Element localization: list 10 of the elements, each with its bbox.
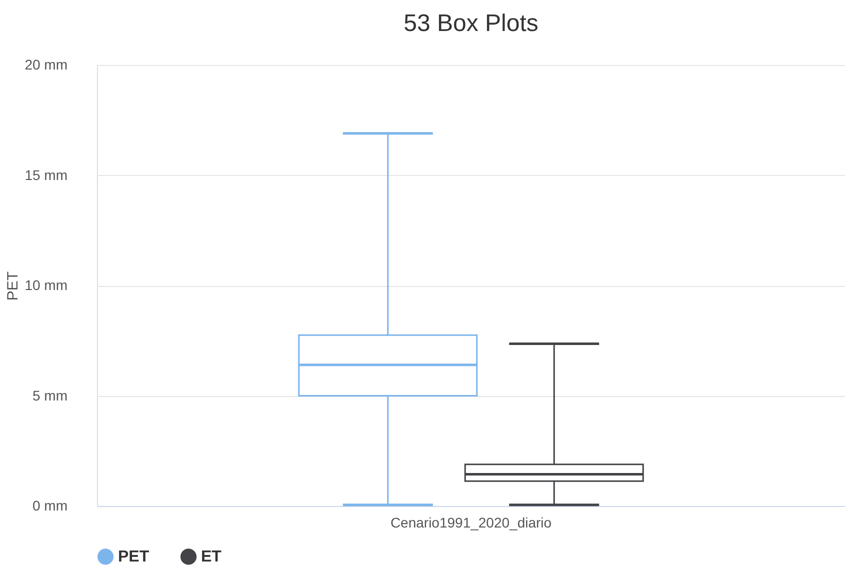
chart-title: 53 Box Plots (404, 10, 538, 37)
y-tick-label: 15 mm (24, 166, 68, 183)
legend-label: ET (201, 548, 222, 566)
y-tick-label: 0 mm (32, 498, 68, 514)
y-tick-label: 20 mm (24, 56, 68, 72)
y-tick-label: 10 mm (24, 277, 68, 293)
y-tick-label: 5 mm (32, 387, 68, 404)
x-tick-label: Cenario1991_2020_diario (390, 514, 552, 530)
legend-label: PET (118, 548, 150, 566)
y-axis-title: PET (4, 271, 22, 301)
